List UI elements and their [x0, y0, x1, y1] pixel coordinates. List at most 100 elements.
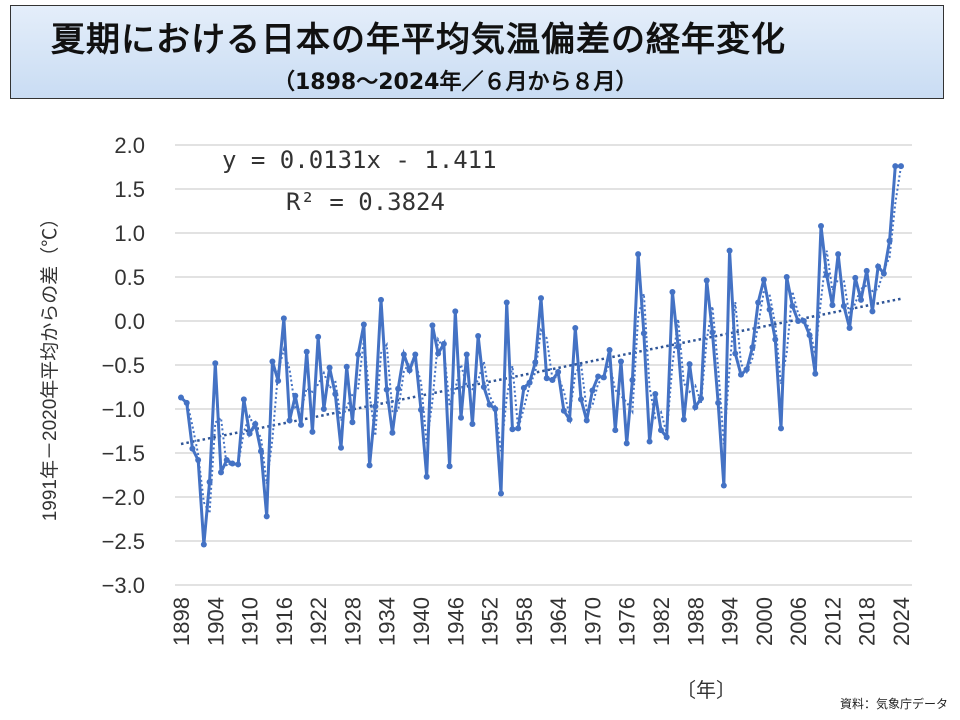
data-point: [755, 299, 762, 306]
data-point: [275, 377, 282, 384]
data-point: [418, 406, 424, 413]
data-point: [452, 308, 459, 315]
data-point: [829, 302, 836, 309]
data-point: [309, 428, 316, 435]
data-point: [343, 363, 350, 370]
data-point: [538, 295, 544, 302]
data-point: [652, 391, 659, 398]
x-tick-label: 2012: [820, 597, 845, 646]
x-tick-label: 1928: [340, 597, 365, 646]
data-point: [212, 360, 219, 367]
data-point: [686, 361, 693, 368]
y-tick-label: −2.5: [102, 529, 145, 554]
data-point: [349, 419, 356, 426]
data-point: [503, 299, 510, 306]
data-point: [749, 344, 756, 351]
x-tick-label: 1946: [443, 597, 468, 646]
y-tick-label: 2.0: [114, 133, 145, 158]
data-point: [823, 272, 830, 279]
data-point: [743, 366, 750, 373]
data-point: [372, 403, 379, 410]
x-tick-label: 1976: [615, 597, 640, 646]
y-tick-label: −3.0: [102, 573, 145, 598]
data-point: [612, 427, 619, 434]
data-point: [783, 274, 790, 280]
data-point: [303, 348, 310, 355]
data-point: [840, 303, 847, 310]
data-point: [858, 296, 864, 303]
data-point: [595, 373, 602, 380]
y-tick-label: −0.5: [102, 353, 145, 378]
data-point: [606, 347, 613, 354]
data-point: [326, 364, 333, 371]
x-tick-label: 1958: [512, 597, 537, 646]
data-point: [406, 367, 413, 374]
data-point: [715, 399, 722, 406]
y-tick-label: −1.0: [102, 397, 145, 422]
data-point: [640, 330, 647, 337]
data-point: [360, 321, 367, 328]
data-point: [532, 359, 539, 366]
data-point: [480, 384, 487, 390]
data-point: [869, 308, 876, 315]
y-axis-label: 1991年－2020年平均からの差（℃）: [39, 209, 61, 522]
data-point: [560, 407, 567, 414]
y-tick-label: 0.5: [114, 265, 145, 290]
x-tick-label: 1904: [203, 597, 228, 646]
chart-title: 夏期における日本の年平均気温偏差の経年変化: [51, 20, 786, 60]
source-note: 資料：気象庁データ: [839, 697, 948, 711]
data-point: [526, 379, 533, 386]
y-tick-label: −1.5: [102, 441, 145, 466]
data-point: [229, 460, 236, 467]
data-point: [269, 358, 276, 365]
x-tick-label: 2024: [889, 597, 914, 646]
data-point: [835, 251, 842, 258]
data-point: [246, 430, 253, 437]
data-point: [732, 350, 739, 357]
data-point: [760, 276, 767, 283]
x-tick-label: 1916: [272, 597, 297, 646]
data-point: [863, 267, 870, 274]
data-point: [378, 296, 384, 303]
data-point: [509, 426, 516, 433]
data-point: [658, 427, 664, 434]
data-point: [555, 369, 562, 376]
data-point: [440, 340, 447, 347]
x-tick-label: 1952: [478, 597, 503, 646]
data-point: [412, 351, 419, 358]
data-point: [498, 490, 504, 497]
data-point: [366, 462, 373, 469]
data-point: [240, 396, 247, 403]
data-point: [635, 251, 642, 258]
data-point: [800, 318, 807, 324]
data-point: [400, 351, 407, 358]
data-point: [263, 513, 270, 520]
x-tick-label: 1940: [409, 597, 434, 646]
data-point: [252, 420, 259, 427]
data-point: [258, 448, 264, 455]
data-point: [709, 329, 716, 336]
data-point: [623, 440, 630, 447]
data-point: [458, 414, 464, 421]
data-point: [189, 445, 196, 452]
data-point: [486, 401, 493, 408]
data-point: [515, 425, 522, 432]
y-tick-label: 1.0: [114, 221, 145, 246]
x-tick-label: 1898: [169, 597, 194, 646]
title-box: 夏期における日本の年平均気温偏差の経年変化 （1898～2024年／６月から８月…: [10, 5, 944, 99]
data-point: [766, 306, 773, 313]
data-point: [772, 336, 779, 343]
data-point: [395, 385, 402, 392]
data-point: [875, 263, 882, 270]
data-point: [886, 237, 893, 244]
data-point: [720, 482, 727, 489]
y-tick-label: 1.5: [114, 177, 145, 202]
data-point: [235, 461, 242, 468]
data-point: [338, 444, 344, 451]
data-point: [795, 318, 802, 324]
x-tick-label: 1970: [580, 597, 605, 646]
x-tick-label: 1988: [683, 597, 708, 646]
data-point: [703, 277, 710, 284]
data-point: [898, 163, 904, 170]
